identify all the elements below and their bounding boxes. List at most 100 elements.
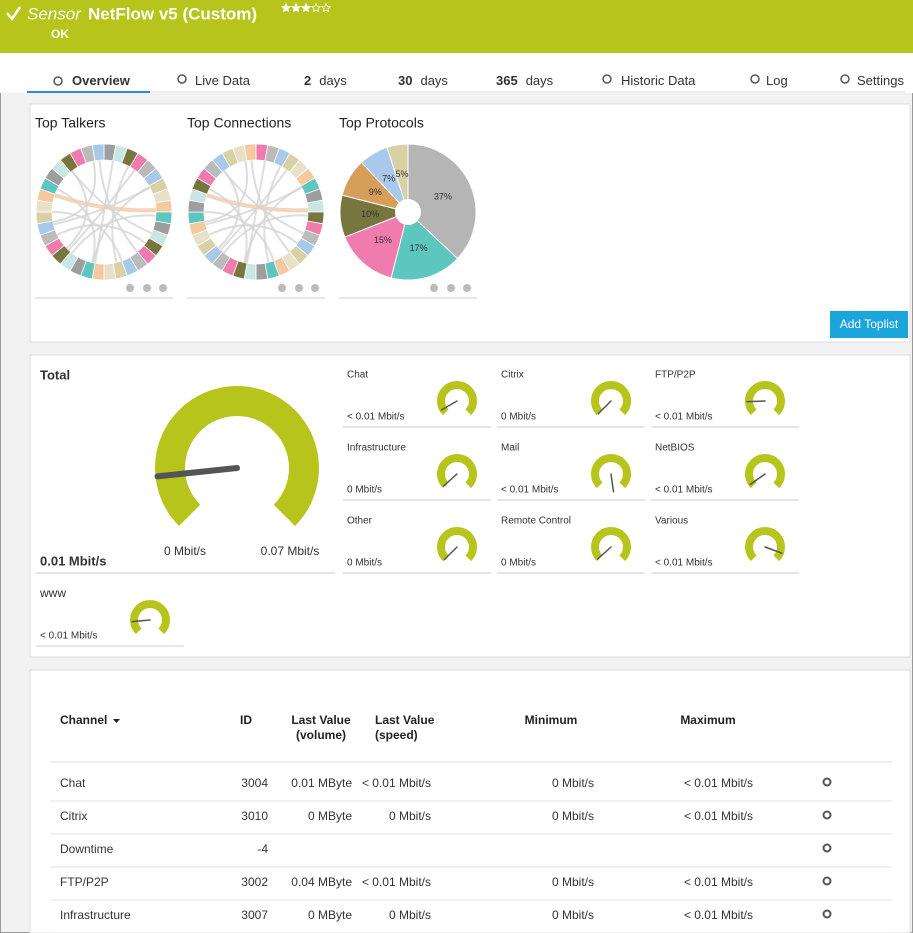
toplist-icon	[447, 284, 455, 292]
gauge-min: 0 Mbit/s	[164, 544, 206, 558]
gauge-value: < 0.01 Mbit/s	[501, 485, 559, 496]
channel-gauge-needle	[596, 546, 612, 560]
gauge-name: Remote Control	[501, 516, 571, 527]
table-cell: 3010	[241, 809, 268, 823]
add-toplist-label[interactable]: Add Toplist	[840, 317, 899, 331]
toplist-icon	[311, 284, 319, 292]
tab-count[interactable]: 30	[398, 73, 412, 88]
ok-check	[6, 6, 22, 22]
channel-gauge-needle	[749, 473, 766, 486]
table-cell: < 0.01 Mbit/s	[684, 776, 753, 790]
gauge-value: < 0.01 Mbit/s	[655, 412, 713, 423]
channel-gauge-needle	[442, 473, 458, 487]
table-cell: 0.01 MByte	[291, 776, 352, 790]
gauge-name: FTP/P2P	[655, 370, 696, 381]
tab-label[interactable]: Settings	[857, 73, 904, 88]
gauge-name: Infrastructure	[347, 443, 406, 454]
table-cell: -4	[257, 842, 268, 856]
row-settings-icon[interactable]	[822, 810, 832, 820]
chord-link	[206, 193, 309, 213]
tab-label[interactable]: Historic Data	[621, 73, 696, 88]
tab[interactable]: Log	[766, 73, 788, 88]
tab-count[interactable]: 2	[304, 73, 311, 88]
chord-segment	[91, 143, 105, 162]
pie-slice	[407, 143, 477, 260]
tab[interactable]: 30 days	[398, 73, 448, 88]
tab-icon	[840, 74, 850, 84]
table-cell: Infrastructure	[60, 908, 131, 922]
tab[interactable]: Live Data	[195, 73, 251, 88]
channel-gauge-needle	[131, 619, 151, 623]
tab-label[interactable]: days	[319, 73, 347, 88]
tab[interactable]: Settings	[857, 73, 904, 88]
chord-link	[111, 165, 130, 263]
table-cell: < 0.01 Mbit/s	[684, 908, 753, 922]
gauge-name: Mail	[501, 443, 519, 454]
gauge-value: 0 Mbit/s	[501, 412, 536, 423]
row-settings-icon[interactable]	[822, 777, 832, 787]
toplist-icon	[143, 284, 151, 292]
pie-label: 9%	[369, 187, 382, 197]
total-gauge-needle	[154, 465, 240, 480]
sort-arrow	[113, 719, 120, 723]
table-cell: 0 Mbit/s	[552, 809, 594, 823]
column-header: Channel	[60, 713, 107, 727]
tab-label[interactable]: days	[420, 73, 448, 88]
tab-icon	[750, 74, 760, 84]
tab[interactable]: 365 days	[496, 73, 554, 88]
column-header: Minimum	[525, 713, 578, 727]
table-cell: < 0.01 Mbit/s	[684, 809, 753, 823]
pie-slice	[390, 211, 459, 281]
tab-icon	[602, 74, 612, 84]
add-toplist-button[interactable]	[830, 311, 908, 338]
row-settings-icon[interactable]	[822, 909, 832, 919]
tab[interactable]: Historic Data	[621, 73, 696, 88]
table-cell: < 0.01 Mbit/s	[684, 875, 753, 889]
pie-label: 15%	[374, 235, 392, 245]
row-settings-icon[interactable]	[822, 843, 832, 853]
channel-gauge-needle	[440, 400, 458, 411]
table-cell: FTP/P2P	[60, 875, 109, 889]
tab[interactable]: Overview	[72, 73, 131, 88]
tab-label[interactable]: Live Data	[195, 73, 251, 88]
chord-segment	[243, 143, 257, 162]
chord-link	[244, 185, 302, 264]
toplist-icon	[126, 284, 134, 292]
table-cell: 3007	[241, 908, 268, 922]
chord-link	[217, 170, 240, 249]
tab-label[interactable]: Log	[766, 73, 788, 88]
chord-link	[65, 170, 88, 249]
table-cell: 0 Mbit/s	[552, 776, 594, 790]
channel-gauge-arc	[591, 381, 631, 416]
gauge-value: < 0.01 Mbit/s	[40, 631, 98, 642]
column-header: Maximum	[680, 713, 735, 727]
channel-gauge-arc	[745, 381, 785, 416]
channel-gauge-arc	[437, 381, 477, 416]
row-settings-icon[interactable]	[822, 876, 832, 886]
column-header: Last Value	[291, 713, 351, 727]
toplist-icon	[295, 284, 303, 292]
tab-label[interactable]: Overview	[72, 73, 131, 88]
sensor-name: NetFlow v5 (Custom)	[88, 4, 257, 23]
tab[interactable]: 2 days	[304, 73, 347, 88]
channel-gauge-arc	[591, 527, 631, 562]
tab-bar	[0, 53, 913, 93]
channel-gauge-arc	[437, 527, 477, 562]
gauge-value: < 0.01 Mbit/s	[655, 485, 713, 496]
chord-link	[263, 165, 282, 263]
header-bar	[0, 0, 913, 53]
tab-count[interactable]: 365	[496, 73, 518, 88]
tab-label[interactable]: days	[526, 73, 554, 88]
channel-gauge-needle	[764, 546, 783, 554]
gauge-name: Various	[655, 516, 688, 527]
chord-link	[208, 188, 248, 263]
table-cell: Chat	[60, 776, 86, 790]
chord-link	[203, 211, 275, 262]
gauge-name: Citrix	[501, 370, 524, 381]
channel-gauge-arc	[745, 454, 785, 489]
pie-slice	[386, 143, 409, 213]
rating-star	[280, 2, 292, 13]
chord-link	[54, 193, 157, 213]
pie-label: 5%	[396, 169, 409, 179]
table-cell: 0.04 MByte	[291, 875, 352, 889]
